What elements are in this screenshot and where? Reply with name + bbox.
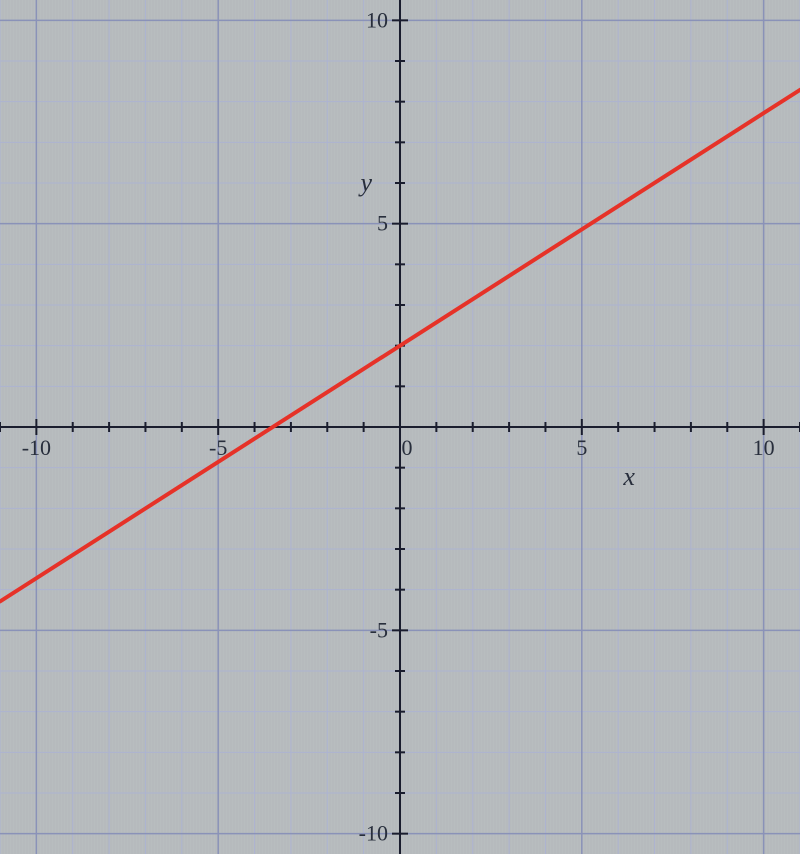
- x-tick-label: 10: [753, 435, 775, 460]
- x-tick-label: -5: [209, 435, 227, 460]
- x-axis-title: x: [622, 462, 635, 491]
- y-tick-label: 10: [366, 7, 388, 32]
- x-tick-label: -10: [22, 435, 51, 460]
- y-tick-label: 5: [377, 211, 388, 236]
- chart-svg: -10 -5 0 5 10 10 5 -5 -10 x y: [0, 0, 800, 854]
- y-tick-label: -5: [370, 617, 388, 642]
- x-tick-label: 5: [576, 435, 587, 460]
- coordinate-plane-chart: -10 -5 0 5 10 10 5 -5 -10 x y: [0, 0, 800, 854]
- y-axis-title: y: [357, 168, 372, 197]
- x-tick-label: 0: [402, 435, 413, 460]
- y-tick-label: -10: [359, 821, 388, 846]
